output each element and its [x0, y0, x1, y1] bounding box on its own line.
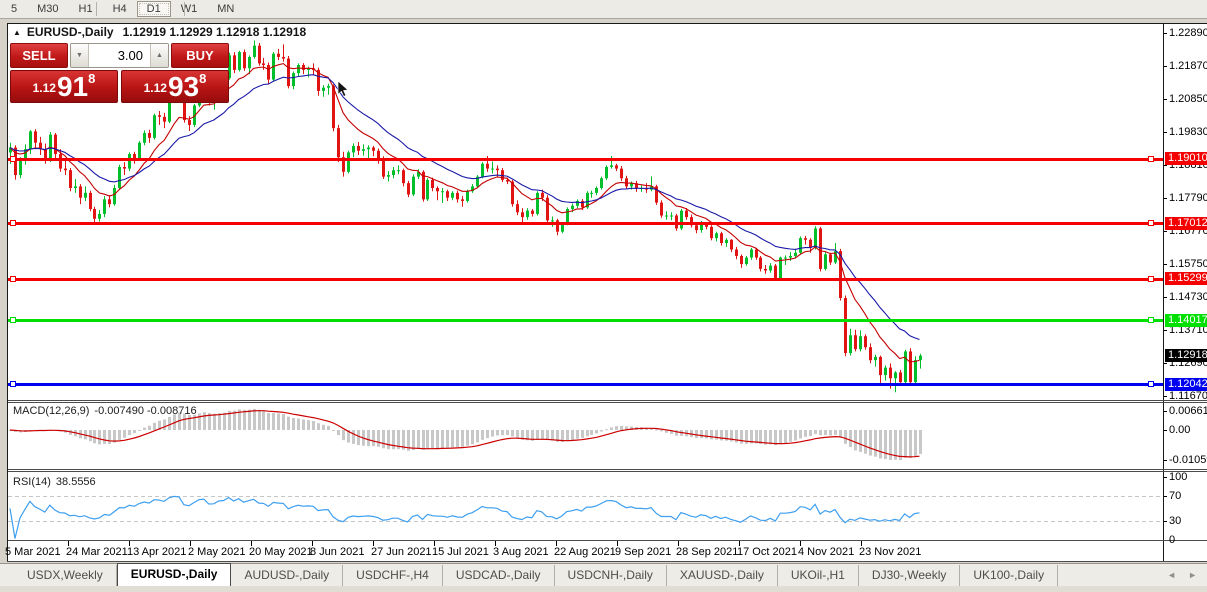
tab-scroll-right-icon[interactable]: ► — [1188, 570, 1197, 580]
chart-tab[interactable]: EURUSD-,Daily — [116, 563, 232, 586]
symbol-tab-bar: USDX,Weekly EURUSD-,Daily AUDUSD-,Daily … — [0, 563, 1207, 586]
one-click-trade-panel: SELL ▼ 3.00 ▲ BUY 1.12 91 8 1.12 93 8 — [10, 43, 229, 103]
buy-price-box[interactable]: 1.12 93 8 — [121, 70, 229, 103]
volume-input[interactable]: 3.00 — [117, 48, 143, 63]
timeframe-button[interactable]: H4 — [112, 3, 127, 15]
chart-tab[interactable]: USDX,Weekly — [14, 565, 117, 586]
buy-price-big: 93 — [167, 71, 200, 102]
timeframe-button[interactable]: MN — [217, 3, 235, 15]
sell-price-sup: 8 — [88, 71, 96, 86]
chart-tab[interactable]: UK100-,Daily — [960, 565, 1059, 586]
sell-price-big: 91 — [56, 71, 89, 102]
buy-price-sup: 8 — [199, 71, 207, 86]
tab-scroll-left-icon[interactable]: ◄ — [1167, 570, 1177, 580]
chart-tab[interactable]: UKOil-,H1 — [778, 565, 859, 586]
volume-spinner: ▼ 3.00 ▲ — [70, 43, 169, 68]
sell-button[interactable]: SELL — [10, 43, 68, 68]
volume-decrease-icon[interactable]: ▼ — [71, 44, 89, 67]
timeframe-button[interactable]: 5 — [11, 3, 18, 15]
tab-scroll-buttons: ◄ ► — [1167, 570, 1197, 580]
buy-button[interactable]: BUY — [171, 43, 229, 68]
chart-tab[interactable]: USDCNH-,Daily — [555, 565, 667, 586]
toolbar-separator — [96, 2, 97, 16]
chart-window — [7, 23, 1207, 562]
sell-price-small: 1.12 — [32, 81, 56, 95]
timeframe-button[interactable]: D1 — [136, 1, 171, 17]
buy-price-small: 1.12 — [143, 81, 167, 95]
timeframe-button[interactable]: M30 — [37, 3, 59, 15]
timeframe-button[interactable]: H1 — [78, 3, 93, 15]
status-strip — [0, 586, 1207, 592]
toolbar-separator — [184, 2, 185, 16]
chart-tab[interactable]: XAUUSD-,Daily — [667, 565, 778, 586]
sell-price-box[interactable]: 1.12 91 8 — [10, 70, 118, 103]
timeframe-toolbar: 5 M30 H1 H4 D1 W1 MN — [0, 0, 1207, 19]
timeframe-button[interactable]: W1 — [180, 3, 198, 15]
chart-tab[interactable]: USDCHF-,H4 — [343, 565, 443, 586]
volume-increase-icon[interactable]: ▲ — [150, 44, 168, 67]
chart-tab[interactable]: USDCAD-,Daily — [443, 565, 555, 586]
chart-tab[interactable]: AUDUSD-,Daily — [231, 565, 344, 586]
chart-tab[interactable]: DJ30-,Weekly — [859, 565, 961, 586]
